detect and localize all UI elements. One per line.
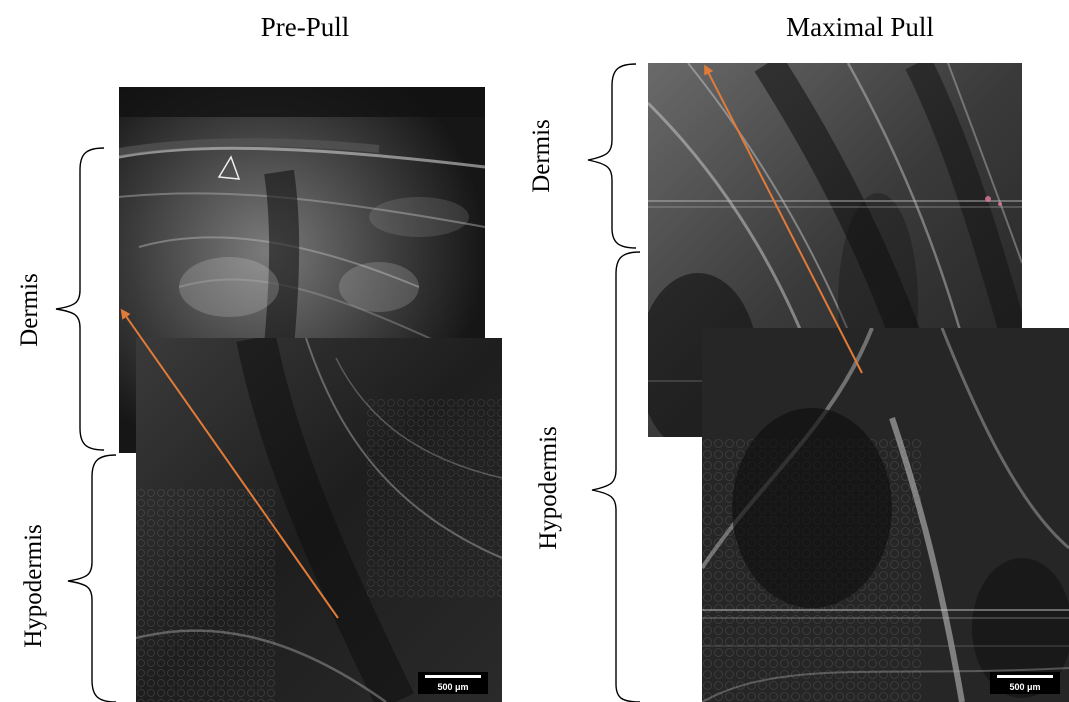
right-scale-bar-label: 500 μm (1009, 682, 1041, 692)
right-hypodermis-label: Hypodermis (535, 426, 562, 550)
left-hypodermis-label: Hypodermis (20, 524, 47, 648)
right-dermis-label: Dermis (528, 119, 555, 193)
left-dermis-brace (55, 147, 105, 451)
left-scale-bar: 500 μm (418, 672, 488, 694)
right-dermis-brace (587, 63, 637, 249)
right-hypodermis-brace (591, 251, 641, 702)
left-hypodermis-brace (67, 454, 117, 702)
right-hypodermis-image: 500 μm (702, 328, 1069, 702)
left-hypodermis-image: 500 μm (136, 338, 502, 702)
left-panel-title: Pre-Pull (260, 12, 350, 42)
right-scale-bar: 500 μm (990, 672, 1060, 694)
left-dermis-image (119, 87, 485, 453)
left-dermis-label: Dermis (16, 273, 43, 347)
left-scale-bar-label: 500 μm (437, 682, 469, 692)
right-panel-title: Maximal Pull (786, 12, 934, 42)
